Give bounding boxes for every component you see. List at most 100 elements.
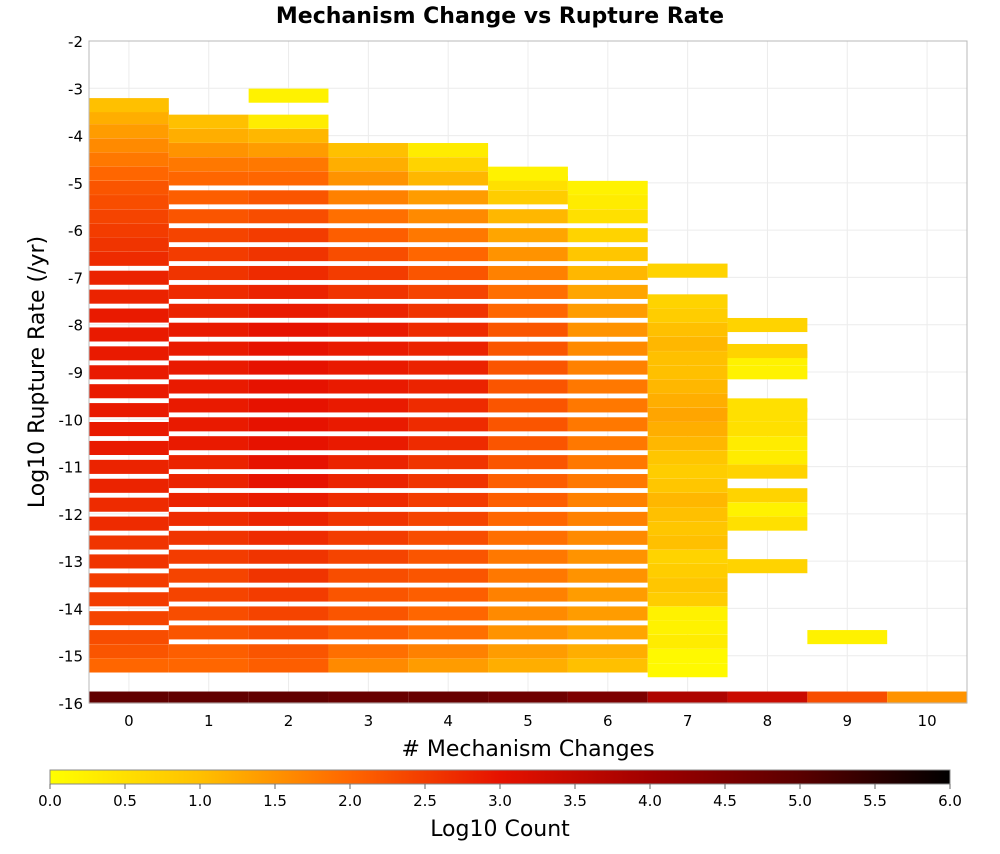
heatmap-cell	[89, 109, 169, 124]
heatmap-cell	[647, 422, 728, 437]
heatmap-cell	[328, 568, 409, 583]
x-tick-label: 4	[443, 712, 453, 730]
heatmap-cell	[408, 511, 489, 526]
heatmap-cell	[727, 502, 808, 517]
heatmap-cell	[408, 417, 489, 432]
x-tick-label: 9	[842, 712, 852, 730]
heatmap-cell	[408, 492, 489, 508]
heatmap-cell	[567, 265, 648, 281]
heatmap-cell	[647, 322, 728, 337]
heatmap-cell	[488, 417, 568, 432]
heatmap-cell	[248, 341, 329, 356]
heatmap-cell	[328, 157, 409, 172]
heatmap-cell	[567, 195, 648, 210]
heatmap-cell	[488, 658, 568, 673]
heatmap-cell	[328, 492, 409, 508]
heatmap-cell	[168, 606, 249, 621]
heatmap-cell	[89, 478, 169, 493]
y-tick-label: -7	[68, 269, 83, 287]
heatmap-cell	[647, 379, 728, 394]
heatmap-cell	[328, 190, 409, 205]
colorbar-tick-label: 5.5	[863, 792, 887, 810]
colorbar-tick-label: 5.0	[788, 792, 812, 810]
heatmap-cell	[89, 440, 169, 455]
x-tick-label: 6	[603, 712, 613, 730]
heatmap-cell	[89, 124, 169, 139]
heatmap-cell	[408, 143, 489, 158]
heatmap-cell	[168, 143, 249, 158]
heatmap-cell	[647, 578, 728, 593]
heatmap-cell	[647, 606, 728, 621]
heatmap-cell	[89, 289, 169, 304]
heatmap-cell	[89, 403, 169, 418]
y-tick-label: -6	[68, 222, 83, 240]
heatmap-cell	[408, 360, 489, 375]
heatmap-cell	[567, 606, 648, 621]
heatmap-cell	[647, 492, 728, 508]
heatmap-cell	[89, 270, 169, 285]
heatmap-cell	[408, 190, 489, 205]
heatmap-cell	[248, 511, 329, 526]
heatmap-cell	[488, 360, 568, 375]
heatmap-cell	[567, 511, 648, 526]
heatmap-cell	[248, 114, 329, 129]
heatmap-cell	[567, 322, 648, 337]
heatmap-cell	[567, 530, 648, 545]
heatmap-cell	[89, 611, 169, 626]
heatmap-cell	[727, 365, 808, 380]
heatmap-cell	[89, 535, 169, 550]
y-tick-label: -8	[68, 317, 83, 335]
heatmap-cell	[408, 606, 489, 621]
heatmap-cell	[647, 592, 728, 607]
y-tick-label: -15	[59, 648, 84, 666]
heatmap-cell	[807, 630, 888, 645]
heatmap-cell	[488, 322, 568, 337]
heatmap-cell	[488, 530, 568, 545]
heatmap-cell	[408, 398, 489, 413]
heatmap-cell	[408, 157, 489, 172]
heatmap-cell	[567, 247, 648, 262]
heatmap-cell	[488, 379, 568, 394]
heatmap-cell	[168, 455, 249, 470]
heatmap-cell	[647, 507, 728, 522]
heatmap-cell	[248, 265, 329, 281]
heatmap-cell	[567, 379, 648, 394]
colorbar-tick-label: 1.0	[188, 792, 212, 810]
heatmap-cell	[248, 190, 329, 205]
heatmap-cell	[89, 166, 169, 181]
x-tick-label: 7	[683, 712, 693, 730]
x-tick-label: 0	[124, 712, 134, 730]
heatmap-cell	[328, 644, 409, 659]
heatmap-cell	[248, 691, 329, 704]
heatmap-cell	[727, 559, 808, 574]
heatmap-cell	[248, 625, 329, 640]
heatmap-cell	[168, 284, 249, 299]
heatmap-cell	[567, 658, 648, 673]
heatmap-cell	[488, 398, 568, 413]
colorbar-label: Log10 Count	[430, 817, 570, 842]
heatmap-cell	[248, 658, 329, 673]
y-tick-label: -13	[59, 553, 84, 571]
heatmap-cell	[488, 644, 568, 659]
heatmap-cell	[168, 511, 249, 526]
x-tick-label: 10	[918, 712, 937, 730]
heatmap-cell	[647, 478, 728, 493]
heatmap-cell	[567, 341, 648, 356]
colorbar-tick-label: 1.5	[263, 792, 287, 810]
colorbar-tick-label: 2.5	[413, 792, 437, 810]
heatmap-cell	[248, 360, 329, 375]
heatmap-cell	[328, 625, 409, 640]
heatmap-cell	[168, 171, 249, 186]
heatmap-cell	[488, 284, 568, 299]
heatmap-cell	[408, 474, 489, 489]
heatmap-cell	[248, 417, 329, 432]
heatmap-cell	[647, 549, 728, 564]
heatmap-cell	[887, 691, 967, 704]
heatmap-cell	[567, 436, 648, 451]
y-axis-label: Log10 Rupture Rate (/yr)	[25, 236, 50, 508]
heatmap-cell	[408, 209, 489, 224]
heatmap-cell	[567, 180, 648, 195]
heatmap-cell	[248, 436, 329, 451]
